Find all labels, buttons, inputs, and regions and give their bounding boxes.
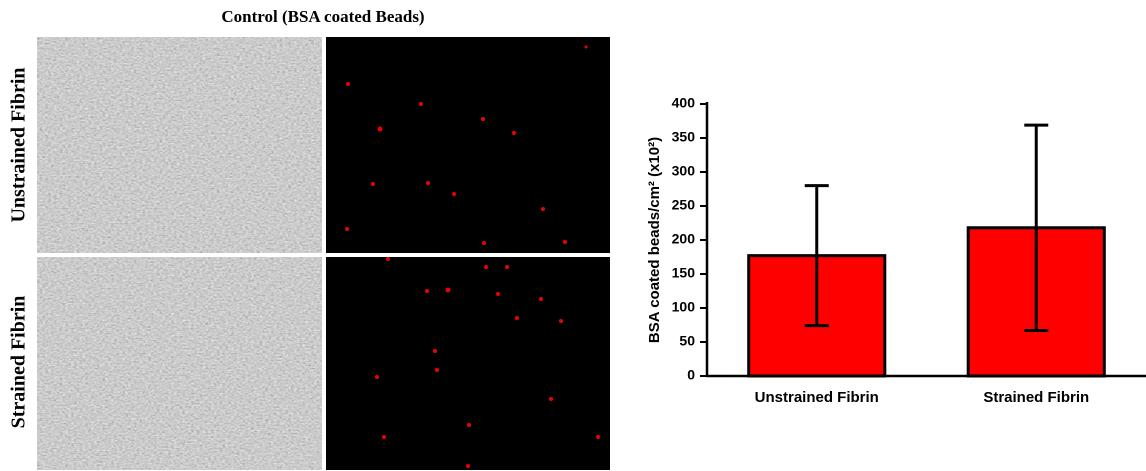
y-tick-label: 150 (672, 265, 696, 281)
y-tick-label: 50 (679, 333, 695, 349)
y-tick-label: 300 (672, 163, 696, 179)
error-bar (1024, 123, 1049, 332)
y-tick-label: 400 (672, 95, 696, 111)
bead-dots (345, 45, 600, 468)
x-tick-label: Unstrained Fibrin (755, 389, 879, 406)
y-tick-label: 250 (672, 197, 696, 213)
brightfield-image (37, 37, 322, 253)
y-tick-label: 350 (672, 129, 696, 145)
x-tick-label: Strained Fibrin (983, 389, 1089, 406)
row-label: Strained Fibrin (8, 296, 30, 429)
y-tick-label: 200 (672, 231, 696, 247)
panel-title: Control (BSA coated Beads) (221, 7, 424, 26)
y-axis-label: BSA coated beads/cm² (x10²) (646, 137, 663, 343)
fluorescence-image (326, 257, 610, 470)
row-label: Unstrained Fibrin (8, 67, 30, 222)
brightfield-image (37, 257, 322, 470)
y-tick-label: 0 (687, 367, 695, 383)
error-bar (804, 184, 829, 328)
fluorescence-image (326, 37, 610, 253)
y-tick-label: 100 (672, 299, 696, 315)
